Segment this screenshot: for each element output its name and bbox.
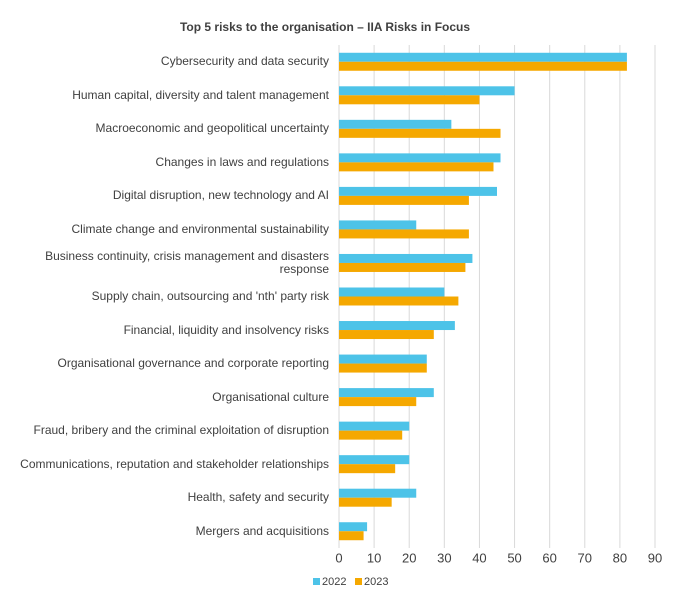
bar	[339, 497, 392, 507]
category-label-box: Human capital, diversity and talent mana…	[72, 87, 329, 102]
y-tick-label: Human capital, diversity and talent mana…	[72, 87, 329, 102]
bar	[339, 388, 434, 398]
bar	[339, 287, 445, 297]
x-tick-label: 50	[507, 550, 521, 565]
bar	[339, 86, 515, 96]
bar	[339, 153, 501, 163]
bar	[339, 363, 427, 373]
legend-label: 2023	[364, 576, 388, 588]
x-tick-label: 40	[472, 550, 486, 565]
bar	[339, 195, 469, 205]
y-tick-label: Organisational governance and corporate …	[57, 356, 329, 371]
category-label-box: Macroeconomic and geopolitical uncertain…	[95, 121, 329, 136]
y-tick-label: Supply chain, outsourcing and 'nth' part…	[91, 288, 329, 303]
bar	[339, 119, 452, 129]
x-tick-label: 10	[367, 550, 381, 565]
category-label-box: Communications, reputation and stakehold…	[20, 456, 329, 471]
y-tick-label: Business continuity, crisis management a…	[45, 248, 329, 276]
bar	[339, 397, 417, 407]
bar	[339, 186, 497, 196]
category-label-box: Financial, liquidity and insolvency risk…	[123, 322, 329, 337]
y-tick-label: Organisational culture	[212, 389, 329, 404]
x-tick-label: 60	[542, 550, 556, 565]
x-tick-label: 0	[335, 550, 342, 565]
legend-swatch	[355, 578, 362, 585]
category-label-box: Digital disruption, new technology and A…	[112, 188, 329, 203]
bar	[339, 321, 455, 331]
bar	[339, 162, 494, 172]
category-label-box: Health, safety and security	[187, 490, 329, 505]
x-tick-label: 80	[613, 550, 627, 565]
legend-label: 2022	[322, 576, 346, 588]
y-tick-label: Communications, reputation and stakehold…	[20, 456, 329, 471]
category-label-box: Fraud, bribery and the criminal exploita…	[33, 423, 330, 438]
bar	[339, 262, 466, 272]
category-label-box: Changes in laws and regulations	[155, 154, 329, 169]
bar	[339, 128, 501, 138]
y-tick-label: Macroeconomic and geopolitical uncertain…	[95, 121, 329, 136]
x-tick-label: 90	[648, 550, 662, 565]
y-tick-label: Health, safety and security	[187, 490, 329, 505]
bar	[339, 455, 410, 465]
bar	[339, 253, 473, 263]
y-tick-label: Digital disruption, new technology and A…	[112, 188, 329, 203]
bar	[339, 52, 627, 62]
bar	[339, 488, 417, 498]
x-tick-label: 30	[437, 550, 451, 565]
category-label-box: Organisational culture	[212, 389, 329, 404]
bar	[339, 430, 403, 440]
y-tick-label: Mergers and acquisitions	[195, 523, 329, 538]
bar	[339, 531, 364, 541]
bar	[339, 95, 480, 105]
bar	[339, 464, 396, 474]
category-label-box: Cybersecurity and data security	[160, 54, 329, 69]
bar	[339, 229, 469, 239]
y-tick-label: Fraud, bribery and the criminal exploita…	[33, 423, 330, 438]
bar	[339, 421, 410, 431]
y-tick-label: Financial, liquidity and insolvency risk…	[123, 322, 329, 337]
category-label-box: Supply chain, outsourcing and 'nth' part…	[91, 288, 329, 303]
legend-swatch	[313, 578, 320, 585]
y-tick-label: Cybersecurity and data security	[160, 54, 329, 69]
category-label-box: Business continuity, crisis management a…	[45, 248, 329, 276]
bar	[339, 220, 417, 230]
x-tick-label: 20	[402, 550, 416, 565]
y-tick-label: Changes in laws and regulations	[155, 154, 329, 169]
bar	[339, 354, 427, 364]
bar	[339, 330, 434, 340]
category-label-box: Climate change and environmental sustain…	[71, 221, 329, 236]
chart-title: Top 5 risks to the organisation – IIA Ri…	[180, 20, 470, 34]
category-label-box: Organisational governance and corporate …	[57, 356, 329, 371]
x-tick-label: 70	[578, 550, 592, 565]
y-tick-label: Climate change and environmental sustain…	[71, 221, 329, 236]
bar	[339, 522, 368, 532]
bar	[339, 61, 627, 71]
bar	[339, 296, 459, 306]
category-label-box: Mergers and acquisitions	[195, 523, 329, 538]
